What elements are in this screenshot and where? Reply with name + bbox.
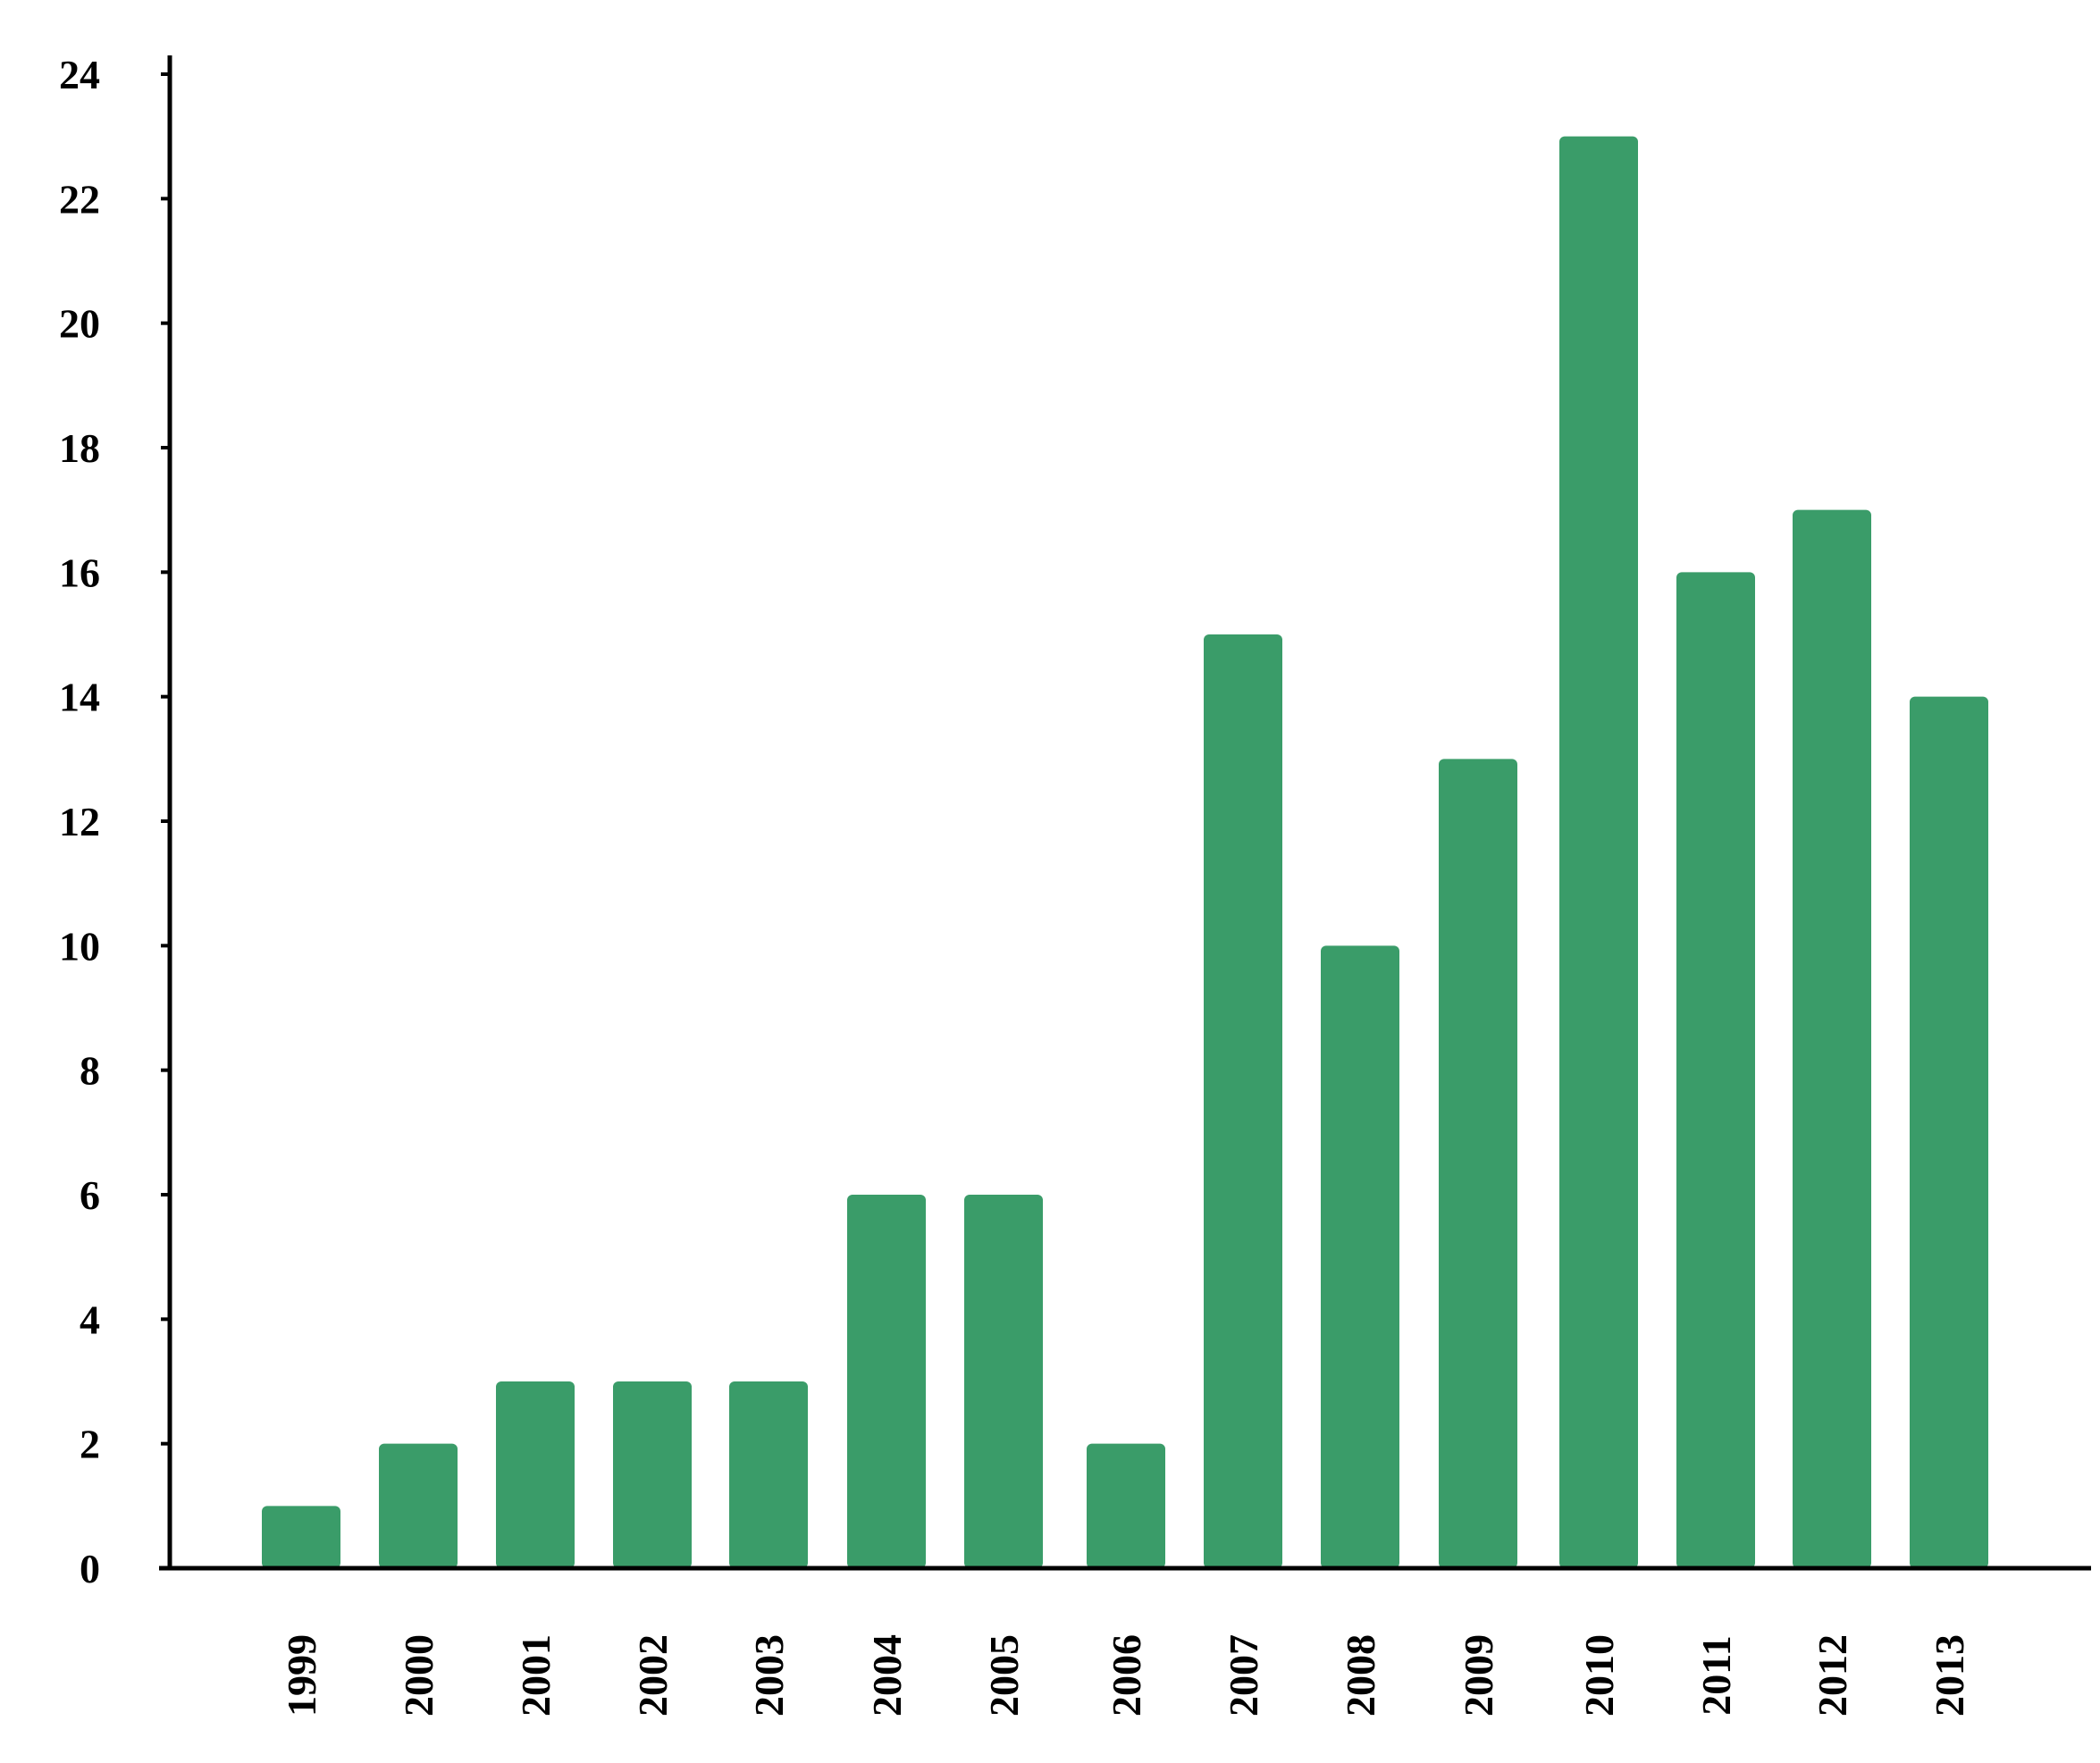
- bar-2003: [729, 1381, 808, 1568]
- y-tick-label: 24: [59, 52, 100, 97]
- y-tick-label: 0: [80, 1546, 100, 1591]
- x-axis-labels: 1999 2000 2001 2002 2003 2004 2005 2006 2007 2008…: [279, 1634, 1972, 1717]
- x-tick-label: 2011: [1693, 1635, 1739, 1715]
- y-tick-label: 6: [80, 1172, 100, 1218]
- y-tick-label: 4: [80, 1297, 100, 1342]
- bar-1999: [262, 1506, 340, 1568]
- x-tick-label: 2003: [746, 1634, 792, 1717]
- bar-2001: [496, 1381, 575, 1568]
- x-tick-label: 2005: [981, 1634, 1027, 1717]
- bar-2004: [847, 1195, 926, 1568]
- x-tick-label: 2000: [396, 1634, 441, 1717]
- y-tick-label: 18: [59, 425, 100, 471]
- bar-2005: [964, 1195, 1043, 1568]
- x-tick-label: 2010: [1576, 1634, 1622, 1717]
- y-tick-label: 10: [59, 923, 100, 969]
- y-tick-label: 8: [80, 1048, 100, 1094]
- y-tick-label: 12: [59, 799, 100, 844]
- bar-2010: [1559, 136, 1638, 1569]
- y-tick-label: 14: [59, 675, 100, 720]
- x-tick-label: 2007: [1221, 1634, 1266, 1717]
- y-tick-label: 22: [59, 176, 100, 222]
- bar-2013: [1910, 696, 1988, 1568]
- y-tick-label: 20: [59, 301, 100, 347]
- bar-2009: [1439, 759, 1517, 1568]
- bar-2007: [1204, 634, 1282, 1568]
- x-tick-label: 2004: [864, 1634, 910, 1717]
- x-tick-label: 2008: [1338, 1634, 1383, 1717]
- bar-2006: [1087, 1443, 1165, 1568]
- x-tick-label: 2012: [1810, 1634, 1855, 1717]
- x-tick-label: 2009: [1456, 1634, 1501, 1717]
- bar-2012: [1793, 509, 1871, 1568]
- bar-2002: [613, 1381, 692, 1568]
- bars: [262, 136, 1988, 1569]
- x-tick-label: 2013: [1927, 1634, 1972, 1717]
- x-tick-label: 2002: [630, 1634, 676, 1717]
- x-tick-label: 2001: [513, 1634, 559, 1717]
- x-tick-label: 2006: [1104, 1634, 1149, 1717]
- bar-2011: [1676, 572, 1755, 1569]
- y-tick-label: 16: [59, 550, 100, 595]
- x-tick-label: 1999: [279, 1634, 324, 1717]
- bar-2000: [379, 1443, 458, 1568]
- bar-2008: [1321, 945, 1399, 1568]
- y-tick-label: 2: [80, 1422, 100, 1467]
